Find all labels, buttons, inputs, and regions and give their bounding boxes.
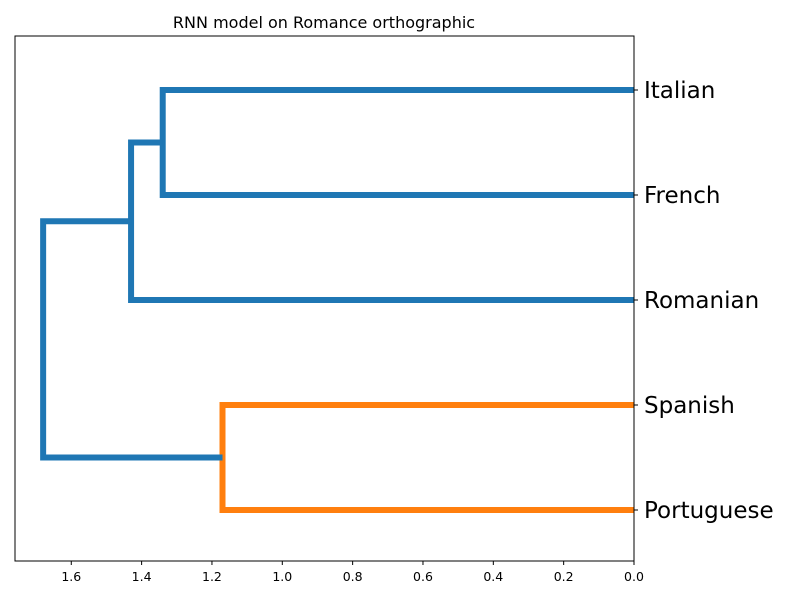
plot-frame (14, 35, 635, 562)
dendrogram-link-m4 (40, 218, 223, 461)
x-tick-label: 1.2 (202, 569, 222, 584)
leaf-labels: Italian French Romanian Spanish Portuguese (634, 78, 774, 524)
x-tick-label: 0.2 (554, 569, 574, 584)
dendrogram-link-m2 (128, 139, 634, 303)
x-axis-ticks: 1.6 1.4 1.2 1.0 0.8 0.6 0.4 0.2 0.0 (61, 561, 644, 584)
leaf-label-romanian: Romanian (644, 288, 759, 314)
x-tick-label: 1.4 (132, 569, 152, 584)
leaf-label-french: French (644, 183, 720, 209)
x-tick-label: 0.4 (483, 569, 503, 584)
x-tick-label: 0.0 (624, 569, 644, 584)
dendrogram-links (40, 87, 634, 513)
leaf-label-portuguese: Portuguese (644, 498, 774, 524)
x-tick-label: 0.6 (413, 569, 433, 584)
x-tick-label: 0.8 (343, 569, 363, 584)
x-tick-label: 1.6 (61, 569, 81, 584)
dendrogram-link-m3 (219, 402, 634, 513)
x-tick-label: 1.0 (272, 569, 292, 584)
leaf-label-italian: Italian (644, 78, 715, 104)
leaf-label-spanish: Spanish (644, 393, 735, 419)
dendrogram-link-m1 (159, 87, 634, 198)
chart-title: RNN model on Romance orthographic (173, 13, 475, 32)
